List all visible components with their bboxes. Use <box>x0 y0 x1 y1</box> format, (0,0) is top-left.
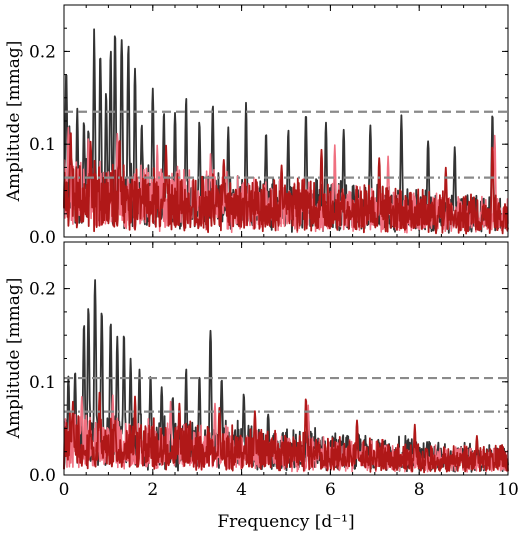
x-tick-label: 8 <box>414 480 425 500</box>
y-tick-label: 0.2 <box>29 280 56 300</box>
bottom-threshold-layer <box>64 376 508 413</box>
y-tick-label: 0.0 <box>29 466 56 486</box>
top-series-layer <box>63 28 509 235</box>
y-tick-label: 0.1 <box>29 373 56 393</box>
x-tick-label: 4 <box>236 480 247 500</box>
panel-bottom: 0 2 4 6 8 10 0.0 0.1 0.2 Amplitude [mmag] Freque… <box>4 241 519 532</box>
bottom-red-series <box>63 391 509 474</box>
y-tick-label: 0.2 <box>29 42 56 62</box>
top-threshold-layer <box>64 110 508 179</box>
bottom-ticks: 0 2 4 6 8 10 0.0 0.1 0.2 <box>29 241 519 500</box>
top-ticks: 0.0 0.1 0.2 <box>29 4 509 248</box>
top-red-series <box>63 132 509 235</box>
y-tick-label: 0.1 <box>29 135 56 155</box>
bottom-series-layer <box>63 279 509 474</box>
bottom-y-axis-title: Amplitude [mmag] <box>4 278 24 440</box>
x-axis-title: Frequency [d⁻¹] <box>217 512 354 532</box>
y-tick-label: 0.0 <box>29 228 56 248</box>
top-y-axis-title: Amplitude [mmag] <box>4 41 24 203</box>
panel-top: 0.0 0.1 0.2 Amplitude [mmag] <box>4 4 509 248</box>
x-tick-label: 10 <box>497 480 519 500</box>
x-tick-label: 0 <box>59 480 70 500</box>
x-tick-label: 2 <box>147 480 158 500</box>
x-tick-label: 6 <box>325 480 336 500</box>
